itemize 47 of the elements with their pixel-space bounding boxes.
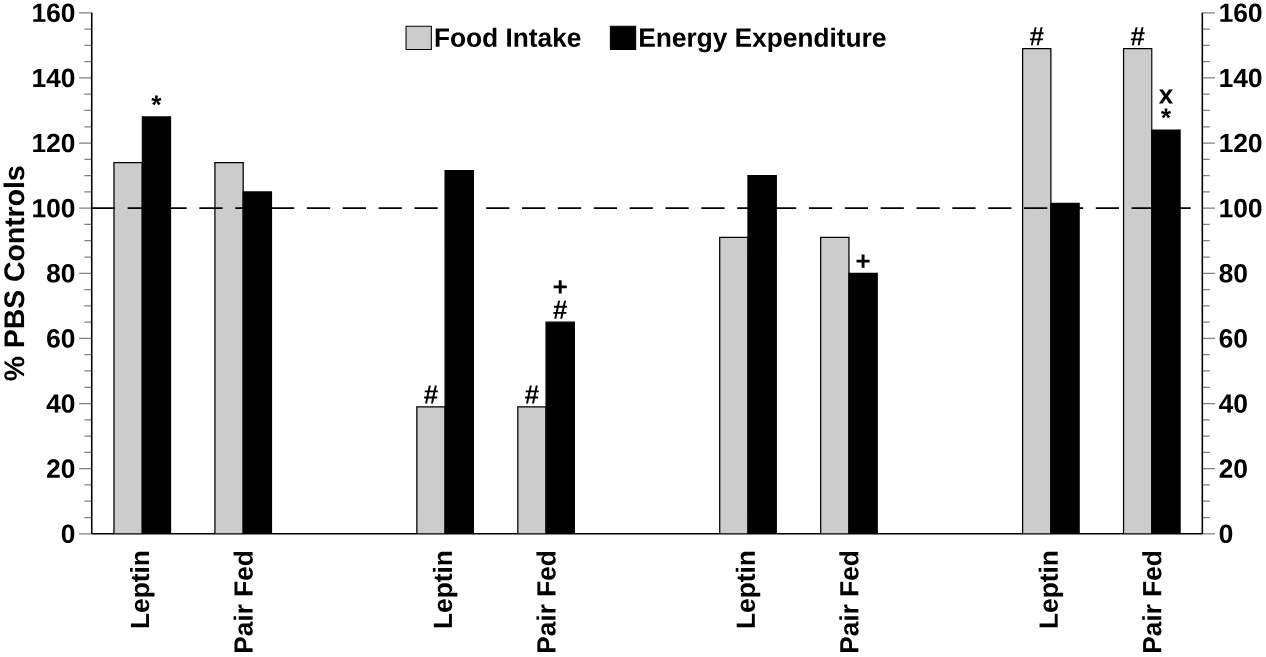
y2-tick-label: 60 <box>1219 328 1247 348</box>
annotation: + <box>553 280 567 294</box>
bar <box>214 162 244 534</box>
y2-tick-label: 160 <box>1220 3 1262 22</box>
legend-label: Energy Expenditure <box>640 27 886 53</box>
x-tick-label: Pair Fed <box>839 551 859 652</box>
y2-tick-label: 40 <box>1219 394 1247 413</box>
x-tick-label: Leptin <box>432 551 458 628</box>
bar <box>113 162 143 534</box>
bar <box>1022 48 1051 534</box>
y-tick-label: 100 <box>33 198 75 218</box>
y-axis-title: % PBS Controls <box>3 166 25 381</box>
annotation: # <box>1130 27 1145 46</box>
annotation: x <box>1158 89 1174 104</box>
y-tick-label: 80 <box>47 263 75 283</box>
y2-tick-label: 140 <box>1220 68 1262 88</box>
annotation: # <box>553 300 568 319</box>
x-tick-label: Leptin <box>735 551 761 628</box>
y-tick-label: 140 <box>33 68 75 88</box>
x-tick-label: Pair Fed <box>536 551 556 652</box>
y-tick-label: 20 <box>47 459 75 478</box>
x-tick-label: Pair Fed <box>233 551 253 652</box>
y2-tick-label: 120 <box>1220 133 1262 153</box>
bar <box>1122 47 1153 534</box>
x-tick-label: Pair Fed <box>1142 551 1162 652</box>
y2-tick-label: 100 <box>1220 198 1262 218</box>
annotation: + <box>856 254 870 268</box>
y-tick-label: 0 <box>61 524 75 543</box>
x-tick-label: Leptin <box>129 551 155 628</box>
y2-tick-label: 20 <box>1219 459 1247 478</box>
bar <box>719 237 748 534</box>
y2-tick-label: 0 <box>1219 524 1233 543</box>
bar <box>820 237 849 534</box>
bar <box>416 406 446 534</box>
y-tick-label: 60 <box>47 328 75 348</box>
annotation: # <box>525 385 539 404</box>
annotation: * <box>1160 108 1172 119</box>
bar <box>517 406 547 534</box>
legend-label: Food Intake <box>435 27 581 47</box>
annotation: # <box>1029 27 1044 46</box>
y-tick-label: 40 <box>46 394 75 413</box>
annotation: # <box>424 385 438 404</box>
annotation: * <box>151 95 162 106</box>
y-tick-label: 120 <box>33 133 75 153</box>
y2-tick-label: 80 <box>1219 263 1247 283</box>
y-tick-label: 160 <box>33 3 75 22</box>
x-tick-label: Leptin <box>1038 551 1064 628</box>
